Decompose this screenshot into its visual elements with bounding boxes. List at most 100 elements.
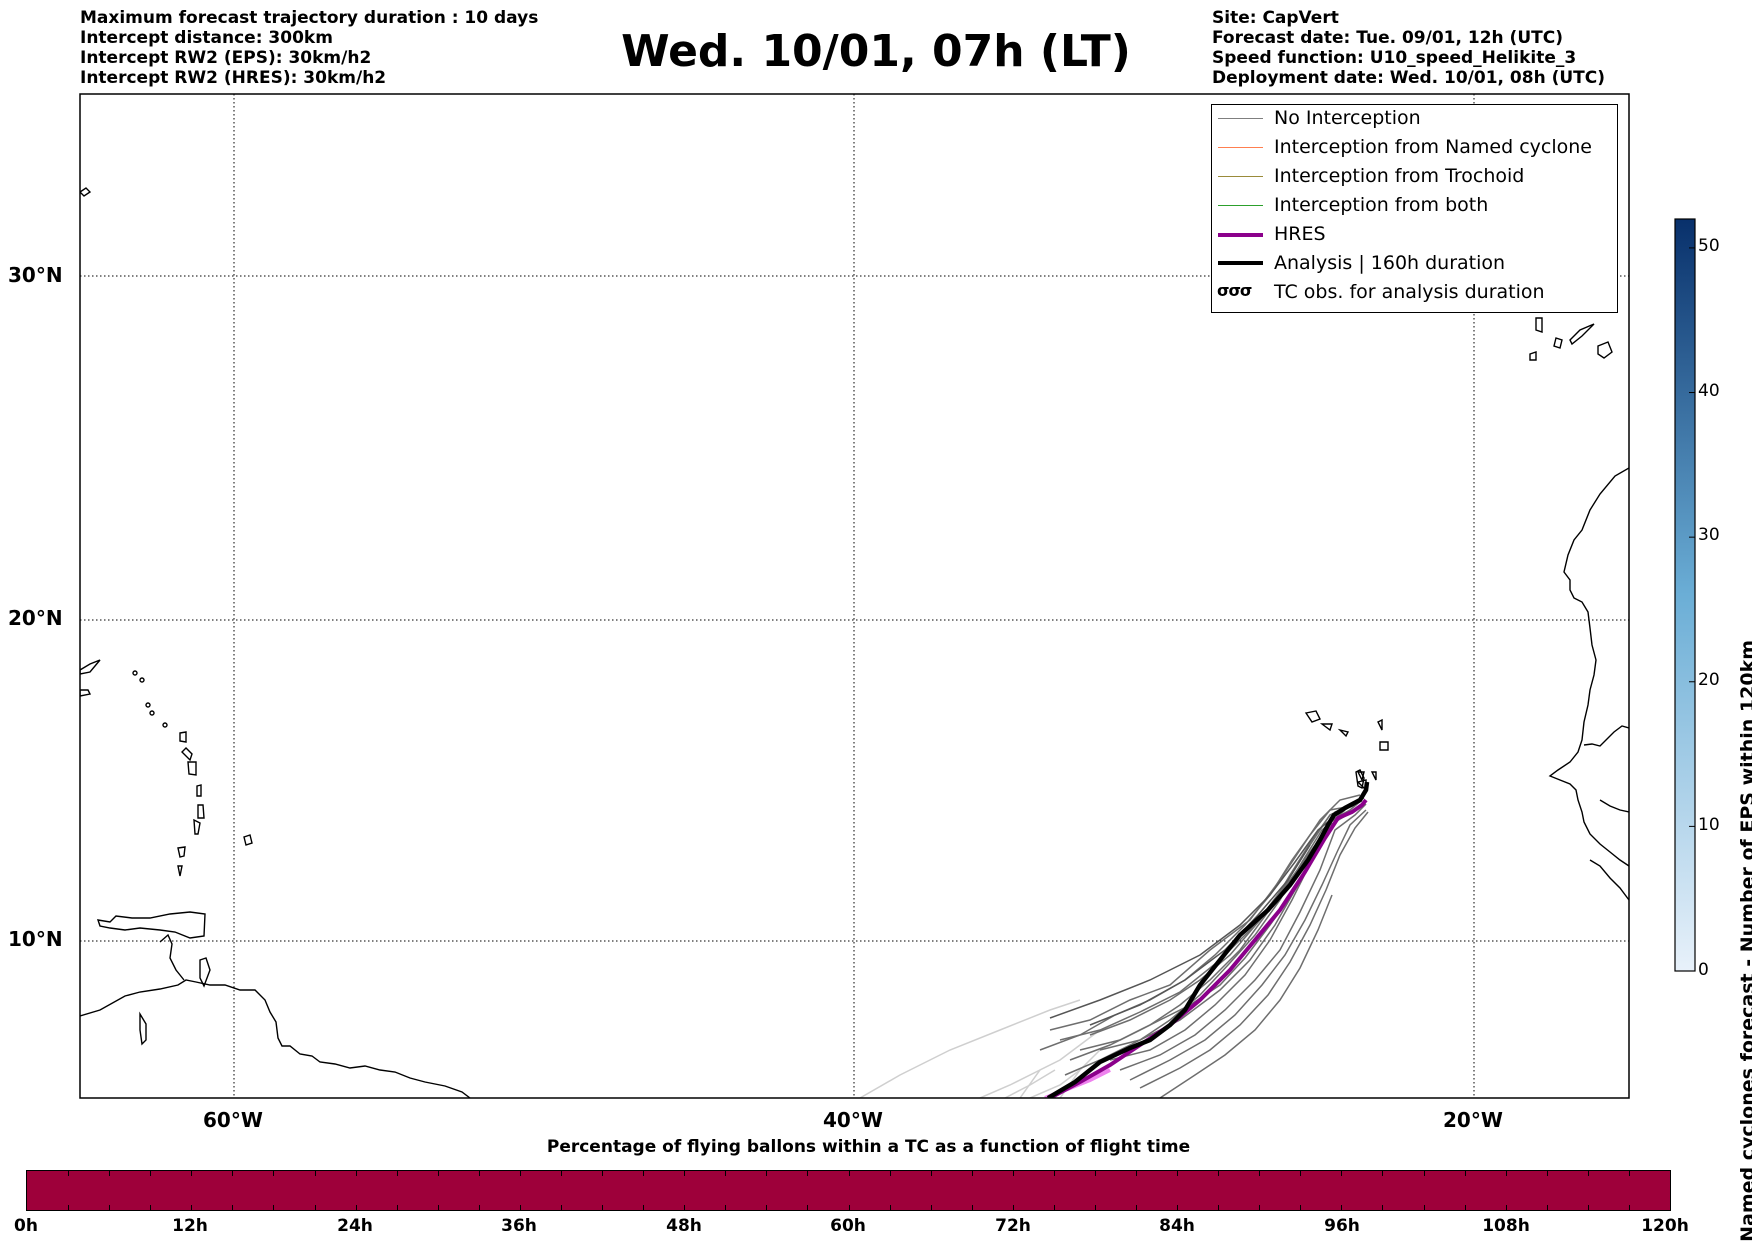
legend-item-trochoid: Interception from Trochoid <box>1212 163 1617 192</box>
legend-line-swatch <box>1218 118 1263 119</box>
percentage-bar-minor-tick <box>273 1171 275 1176</box>
percentage-bar-minor-tick <box>930 1171 932 1176</box>
trajectory-no-interception <box>1064 809 1346 1076</box>
percentage-bar-minor-tick <box>1094 1205 1096 1210</box>
percentage-bar-minor-tick <box>1628 1171 1630 1176</box>
percentage-bar-minor-tick <box>889 1171 891 1176</box>
percentage-bar-minor-tick <box>848 1205 850 1210</box>
legend-line-swatch <box>1218 261 1263 265</box>
percentage-bar-minor-tick <box>519 1205 521 1210</box>
colorbar-tick-label: 30 <box>1698 525 1720 545</box>
header-right-line: Forecast date: Tue. 09/01, 12h (UTC) <box>1212 28 1563 48</box>
percentage-bar-minor-tick <box>1094 1171 1096 1176</box>
percentage-bar <box>26 1170 1671 1211</box>
island-gran-canaria <box>1553 337 1563 349</box>
percentage-bar-minor-tick <box>725 1171 727 1176</box>
percentage-bar-minor-tick <box>725 1205 727 1210</box>
colorbar-named-cyclones <box>1674 218 1696 972</box>
lon-label-60w: 60°W <box>203 1108 263 1132</box>
percentage-bar-minor-tick <box>971 1205 973 1210</box>
coast-south-america <box>80 979 471 1098</box>
header-left-line: Maximum forecast trajectory duration : 1… <box>80 8 539 28</box>
percentage-bar-tick-label: 96h <box>1324 1216 1360 1236</box>
percentage-bar-minor-tick <box>1587 1205 1589 1210</box>
percentage-bar-minor-tick <box>1546 1171 1548 1176</box>
percentage-bar-minor-tick <box>1218 1205 1220 1210</box>
map-frame <box>79 93 1630 1099</box>
legend-label: Interception from Trochoid <box>1274 165 1525 187</box>
colorbar-tick-label: 10 <box>1698 815 1720 835</box>
percentage-bar-minor-tick <box>1053 1205 1055 1210</box>
percentage-bar-minor-tick <box>602 1205 604 1210</box>
legend-item-both: Interception from both <box>1212 192 1617 221</box>
lon-label-20w: 20°W <box>1443 1108 1503 1132</box>
island-boa-vista <box>1379 741 1389 751</box>
legend-label: No Interception <box>1274 107 1421 129</box>
lat-label-30n: 30°N <box>8 263 63 287</box>
lat-label-10n: 10°N <box>8 927 63 951</box>
island-st-vincent <box>197 804 205 819</box>
island-bermuda <box>80 187 92 197</box>
island-trinidad <box>199 957 211 988</box>
percentage-bar-minor-tick <box>396 1171 398 1176</box>
percentage-bar-minor-tick <box>191 1205 193 1210</box>
island-puerto-rico <box>80 689 92 697</box>
trajectory-light <box>859 999 1081 1098</box>
page-title: Wed. 10/01, 07h (LT) <box>621 26 1131 77</box>
island-santa-luzia <box>1337 728 1350 738</box>
percentage-bar-minor-tick <box>437 1205 439 1210</box>
header-left-line: Intercept distance: 300km <box>80 28 333 48</box>
analysis-trajectory <box>1046 781 1370 1098</box>
percentage-bar-minor-tick <box>1300 1205 1302 1210</box>
ensemble-light <box>859 999 1101 1098</box>
percentage-bar-minor-tick <box>232 1171 234 1176</box>
island-barbados <box>243 834 253 846</box>
graticule <box>80 94 1629 1098</box>
percentage-bar-minor-tick <box>889 1205 891 1210</box>
island-brava <box>1370 771 1377 781</box>
island-small <box>145 702 151 708</box>
coast-venezuela <box>159 933 185 981</box>
percentage-bar-minor-tick <box>109 1171 111 1176</box>
percentage-bar-minor-tick <box>1259 1205 1261 1210</box>
island-lanzarote <box>1535 317 1543 333</box>
header-right-line: Site: CapVert <box>1212 8 1339 28</box>
island-grenadines <box>193 818 201 835</box>
island-st-lucia <box>196 784 202 797</box>
hres-trajectory <box>1049 798 1368 1098</box>
legend-label: Interception from both <box>1274 194 1489 216</box>
percentage-bar-minor-tick <box>519 1171 521 1176</box>
percentage-bar-minor-tick <box>1464 1171 1466 1176</box>
coast-venezuela-north <box>96 911 206 939</box>
island-sal <box>1377 718 1383 731</box>
percentage-bar-minor-tick <box>560 1205 562 1210</box>
percentage-bar-tick-label: 36h <box>501 1216 537 1236</box>
legend-label: HRES <box>1274 223 1326 245</box>
legend-label: Interception from Named cyclone <box>1274 136 1592 158</box>
percentage-bar-minor-tick <box>1464 1205 1466 1210</box>
island-trinidad-area <box>139 1011 147 1046</box>
percentage-bar-minor-tick <box>150 1171 152 1176</box>
percentage-bar-minor-tick <box>1012 1205 1014 1210</box>
percentage-bar-minor-tick <box>1218 1171 1220 1176</box>
trajectory-no-interception <box>1039 805 1353 1051</box>
island-santo-antao <box>1304 710 1321 723</box>
percentage-bar-minor-tick <box>355 1171 357 1176</box>
percentage-bar-minor-tick <box>1382 1205 1384 1210</box>
header-right-info: Site: CapVert Forecast date: Tue. 09/01,… <box>1212 8 1605 88</box>
legend-item-no-interception: No Interception <box>1212 105 1617 134</box>
header-left-info: Maximum forecast trajectory duration : 1… <box>80 8 538 88</box>
island-small <box>149 710 155 716</box>
trajectory-light <box>1019 1029 1101 1098</box>
legend-line-swatch <box>1218 176 1263 177</box>
island-hispaniola <box>80 659 101 675</box>
percentage-bar-minor-tick <box>1341 1171 1343 1176</box>
trajectory-no-interception <box>1139 811 1369 1089</box>
percentage-bar-tick-label: 120h <box>1641 1216 1689 1236</box>
percentage-bar-minor-tick <box>1546 1205 1548 1210</box>
trajectory-light <box>1004 1069 1056 1098</box>
coastlines <box>80 187 1629 1098</box>
trajectory-no-interception <box>1119 803 1367 1071</box>
percentage-bar-minor-tick <box>930 1205 932 1210</box>
